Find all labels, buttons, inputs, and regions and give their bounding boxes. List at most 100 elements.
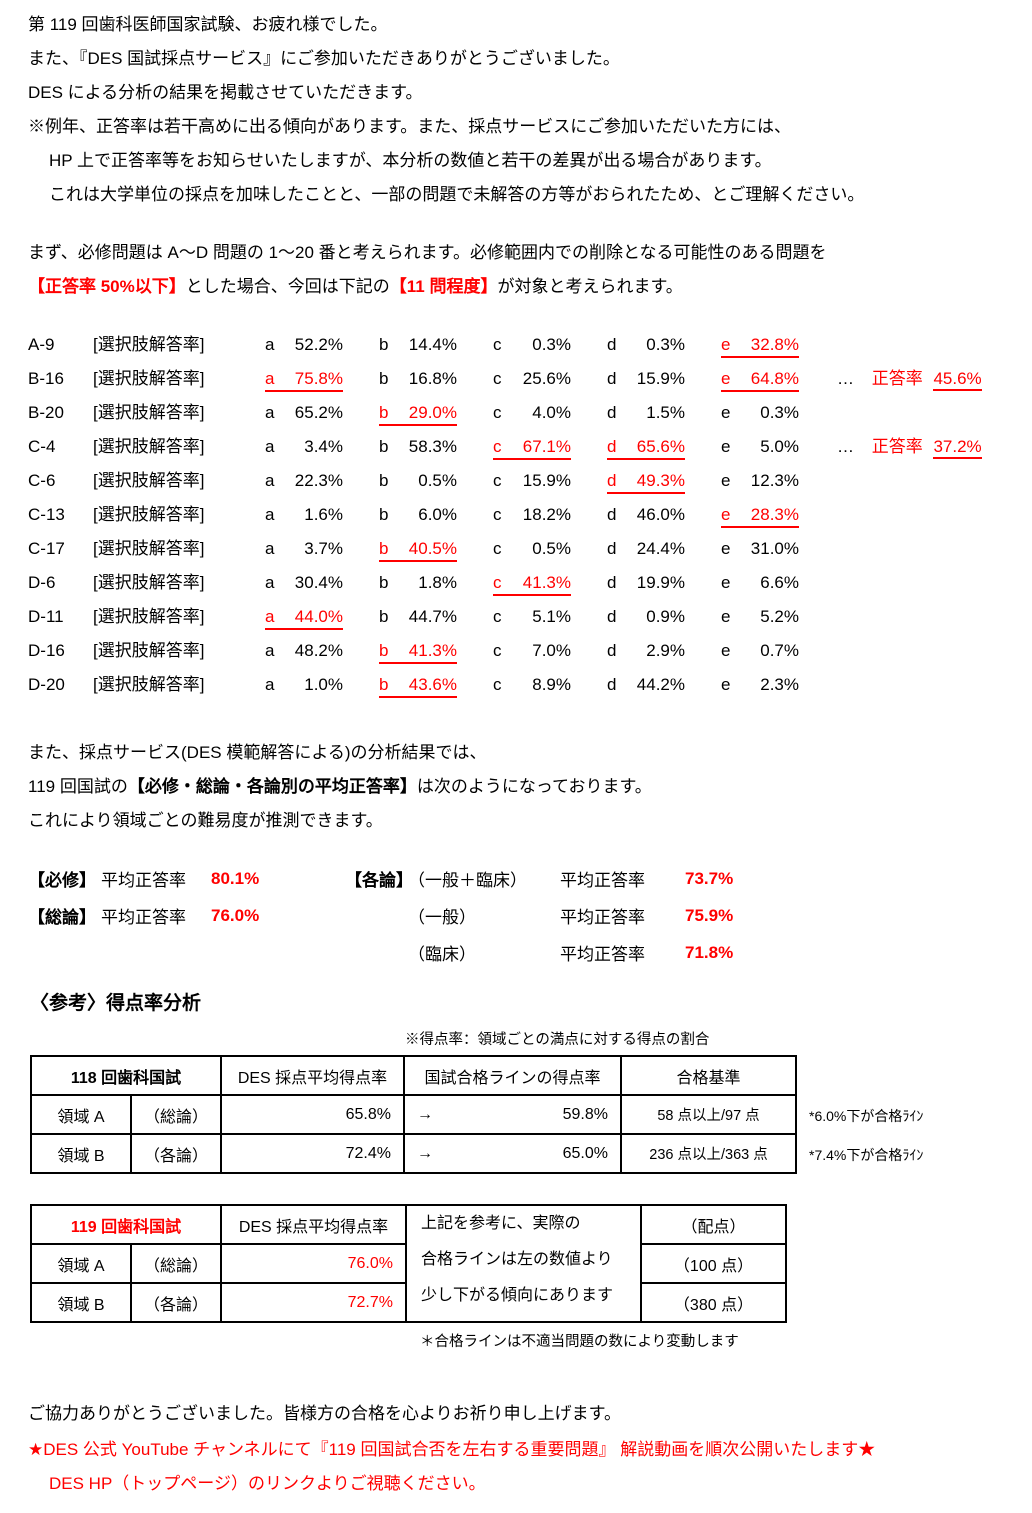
answer-rate-label: [選択肢解答率] (93, 641, 205, 660)
explanation-line-1: 上記を参考に、実際の (421, 1215, 581, 1232)
question-id: B-16 (28, 369, 64, 388)
option-value: 49.3% (636, 471, 685, 490)
option-value: 30.4% (294, 573, 343, 592)
intro-line-1: 第 119 回歯科医師国家試験、お疲れ様でした。 (28, 15, 388, 34)
arrow-icon: → (417, 1105, 433, 1123)
scope-label: （一般） (408, 908, 476, 927)
table-119-row-a: 領域 A （総論） 76.0% （100 点） (30, 1243, 787, 1284)
table-119-wrap: 119 回歯科国試 DES 採点平均得点率 上記を参考に、実際の 合格ラインは左… (30, 1204, 1005, 1323)
option-value: 65.6% (636, 437, 685, 456)
option-rate: c 67.1% (493, 437, 571, 460)
score-rate-note: ※得点率：領域ごとの満点に対する得点の割合 (405, 1032, 710, 1048)
option-value: 3.4% (304, 437, 343, 456)
option-value: 40.5% (408, 539, 457, 558)
table-118-annotations: *6.0%下が合格ﾗｲﾝ *7.4%下が合格ﾗｲﾝ (809, 1055, 923, 1174)
option-letter: b (379, 369, 389, 388)
option-value: 46.0% (636, 505, 685, 524)
option-rate: c 4.0% (493, 403, 571, 426)
option-value: 43.6% (408, 675, 457, 694)
option-rate: d 46.0% (607, 505, 685, 528)
explanation-line-2: 合格ラインは左の数値より (421, 1251, 613, 1268)
option-value: 1.6% (304, 505, 343, 524)
table-118-row-a: 領域 A （総論） 65.8% → 59.8% 58 点以上/97 点 (30, 1094, 797, 1135)
metric-label: 平均正答率 (101, 871, 186, 890)
intro-line-3: DES による分析の結果を掲載させていただきます。 (28, 83, 423, 102)
option-rates: a 75.8% b 16.8% c 25.6% d 15.9% e 64.8% (265, 369, 835, 392)
question-id: A-9 (28, 335, 55, 354)
option-rate: b 6.0% (379, 505, 457, 528)
intro-paragraph: 第 119 回歯科医師国家試験、お疲れ様でした。 また、『DES 国試採点サービ… (28, 8, 1005, 212)
promo-line-1: ★DES 公式 YouTube チャンネルにて『119 回国試合否を左右する重要… (28, 1440, 876, 1459)
area-cell: 領域 B (30, 1282, 132, 1323)
option-rate: b 16.8% (379, 369, 457, 392)
analysis-line2-bold: 【必修・総論・各論別の平均正答率】 (127, 777, 417, 796)
question-id: B-20 (28, 403, 64, 422)
average-rates-section: 【必修】 平均正答率 80.1% 【総論】 平均正答率 76.0% 【各論】 （… (28, 860, 1005, 971)
option-value: 0.3% (760, 403, 799, 422)
category-label: 【各論】 (345, 871, 413, 890)
answer-row: B-20 [選択肢解答率] a 65.2% b 29.0% c 4.0% d 1… (28, 398, 1005, 432)
option-rate: a 1.6% (265, 505, 343, 528)
option-letter: e (721, 675, 731, 694)
option-rate: c 0.3% (493, 335, 571, 358)
option-value: 44.0% (294, 607, 343, 626)
table-119-footnote: ＊合格ラインは不適当問題の数により変動します (420, 1334, 739, 1350)
option-letter: b (379, 335, 389, 354)
option-letter: d (607, 573, 617, 592)
explanation-line-3: 少し下がる傾向にあります (421, 1287, 614, 1304)
option-rate: b 41.3% (379, 641, 457, 664)
option-value: 44.2% (636, 675, 685, 694)
answer-rate-list: A-9 [選択肢解答率] a 52.2% b 14.4% c 0.3% d 0.… (28, 330, 1005, 704)
correct-rate-word: 正答率 (871, 369, 923, 388)
answer-row: C-17 [選択肢解答率] a 3.7% b 40.5% c 0.5% d 24… (28, 534, 1005, 568)
option-value: 5.2% (760, 607, 799, 626)
option-rate: e 2.3% (721, 675, 799, 698)
option-value: 15.9% (636, 369, 685, 388)
option-letter: a (265, 573, 275, 592)
option-rate: d 0.3% (607, 335, 685, 358)
option-value: 19.9% (636, 573, 685, 592)
answer-rate-label: [選択肢解答率] (93, 369, 205, 388)
option-rate: e 32.8% (721, 335, 799, 358)
reference-heading: 〈参考〉得点率分析 (30, 993, 202, 1014)
correct-rate: … 正答率 37.2% (837, 432, 982, 459)
option-rates: a 22.3% b 0.5% c 15.9% d 49.3% e 12.3% (265, 471, 835, 494)
option-value: 0.7% (760, 641, 799, 660)
option-letter: a (265, 539, 275, 558)
option-rate: b 14.4% (379, 335, 457, 358)
promo-line-2: DES HP（トップページ）のリンクよりご視聴ください。 (49, 1474, 486, 1493)
answer-row: D-11 [選択肢解答率] a 44.0% b 44.7% c 5.1% d 0… (28, 602, 1005, 636)
option-letter: a (265, 607, 275, 626)
option-value: 32.8% (750, 335, 799, 354)
option-letter: d (607, 675, 617, 694)
option-rate: a 52.2% (265, 335, 343, 358)
option-rate: d 49.3% (607, 471, 685, 494)
option-value: 16.8% (408, 369, 457, 388)
option-rate: b 0.5% (379, 471, 457, 494)
question-id: C-4 (28, 437, 56, 456)
option-value: 29.0% (408, 403, 457, 422)
option-value: 5.0% (760, 437, 799, 456)
option-rate: c 41.3% (493, 573, 571, 596)
option-value: 12.3% (750, 471, 799, 490)
answer-rate-label: [選択肢解答率] (93, 675, 205, 694)
average-row-hisshu: 【必修】 平均正答率 80.1% (28, 860, 345, 897)
premise-paragraph: まず、必修問題は A～D 問題の 1～20 番と考えられます。必修範囲内での削除… (28, 236, 1005, 304)
premise-red-threshold: 【正答率 50%以下】 (28, 277, 186, 296)
metric-value: 76.0% (211, 905, 260, 925)
option-rate: c 18.2% (493, 505, 571, 528)
option-rate: c 15.9% (493, 471, 571, 494)
option-letter: a (265, 437, 275, 456)
option-letter: e (721, 403, 731, 422)
option-value: 52.2% (294, 335, 343, 354)
line-rate-value: 65.0% (562, 1144, 608, 1162)
premise-red-count: 【11 問程度】 (389, 277, 498, 296)
line-header-cell: 国試合格ラインの得点率 (403, 1055, 622, 1096)
option-rates: a 48.2% b 41.3% c 7.0% d 2.9% e 0.7% (265, 641, 835, 664)
option-value: 58.3% (408, 437, 457, 456)
option-value: 25.6% (522, 369, 571, 388)
option-rates: a 3.4% b 58.3% c 67.1% d 65.6% e 5.0% (265, 437, 835, 460)
option-value: 0.5% (418, 471, 457, 490)
table-118-row-b: 領域 B （各論） 72.4% → 65.0% 236 点以上/363 点 (30, 1133, 797, 1174)
